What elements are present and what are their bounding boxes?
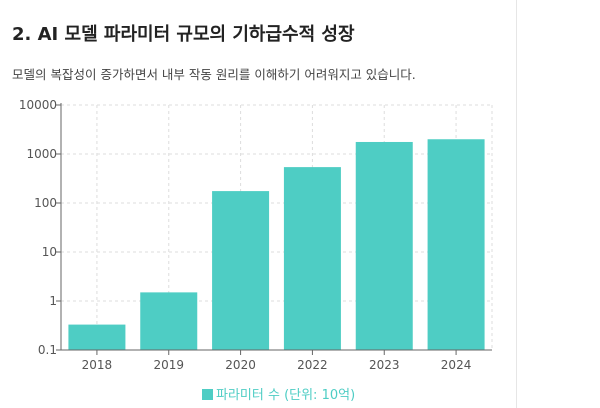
x-tick-label: 2020 <box>225 358 256 372</box>
section-subtitle: 모델의 복잡성이 증가하면서 내부 작동 원리를 이해하기 어려워지고 있습니다… <box>12 67 416 82</box>
section-title: 2. AI 모델 파라미터 규모의 기하급수적 성장 <box>12 24 355 45</box>
bar-2019 <box>140 292 198 350</box>
bar-2022 <box>283 167 341 350</box>
x-tick-label: 2019 <box>153 358 184 372</box>
bar-2024 <box>427 139 485 350</box>
bar-2023 <box>355 141 413 350</box>
legend-label: 파라미터 수 (단위: 10억) <box>216 388 355 403</box>
card-edge <box>516 0 517 408</box>
y-tick-label: 1000 <box>26 147 57 161</box>
y-tick-label: 1 <box>49 294 57 308</box>
bar-2018 <box>68 324 126 350</box>
x-tick-label: 2023 <box>369 358 400 372</box>
legend-swatch <box>202 389 213 400</box>
x-tick-label: 2022 <box>297 358 328 372</box>
y-tick-label: 10000 <box>19 98 57 112</box>
y-tick-label: 10 <box>42 245 57 259</box>
y-tick-label: 100 <box>34 196 57 210</box>
x-tick-label: 2024 <box>441 358 472 372</box>
x-tick-label: 2018 <box>82 358 113 372</box>
bar-2020 <box>212 191 270 350</box>
y-tick-label: 0.1 <box>38 343 57 357</box>
